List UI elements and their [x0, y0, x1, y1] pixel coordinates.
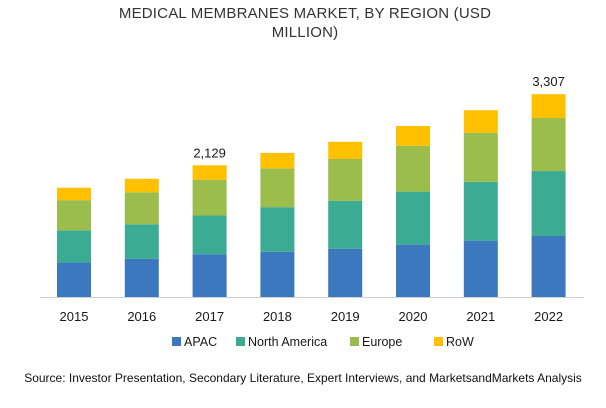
- bar-2015-europe: [57, 200, 91, 231]
- bar-2016-north-america: [124, 224, 159, 259]
- x-tick-label: 2018: [263, 309, 292, 324]
- legend-swatch-europe: [350, 337, 359, 346]
- bar-2021-north-america: [463, 181, 498, 241]
- x-tick-label: 2015: [60, 309, 89, 324]
- bar-2018-row: [260, 152, 295, 169]
- chart-title: MEDICAL MEMBRANES MARKET, BY REGION (USD…: [118, 5, 492, 41]
- bar-2018-apac: [260, 251, 295, 297]
- total-label-2017: 2,129: [193, 145, 226, 160]
- x-tick-label: 2016: [127, 309, 156, 324]
- bar-2016-europe: [124, 192, 159, 225]
- bar-2019-apac: [328, 248, 363, 297]
- bar-2021-row: [463, 110, 498, 133]
- source-note: Source: Investor Presentation, Secondary…: [24, 371, 582, 385]
- bar-2015-apac: [57, 262, 91, 297]
- bar-2015-north-america: [57, 230, 91, 263]
- bar-2021-apac: [463, 240, 498, 297]
- bar-2019-europe: [328, 158, 363, 201]
- legend-swatch-north-america: [236, 337, 245, 346]
- bar-2017-apac: [192, 254, 227, 297]
- bar-2019-north-america: [328, 200, 363, 249]
- legend-label-europe: Europe: [362, 335, 402, 349]
- x-tick-label: 2021: [466, 309, 495, 324]
- bar-2022-apac: [531, 236, 566, 297]
- bar-2016-row: [124, 178, 159, 193]
- legend-label-row: RoW: [446, 335, 474, 349]
- x-tick-label: 2017: [195, 309, 224, 324]
- bar-2022-north-america: [531, 171, 566, 237]
- bar-2018-europe: [260, 168, 295, 208]
- bar-2020-row: [396, 125, 430, 146]
- bar-2017-europe: [192, 179, 227, 216]
- x-tick-label: 2022: [534, 309, 563, 324]
- legend-swatch-apac: [172, 337, 181, 346]
- bar-2017-north-america: [192, 215, 227, 255]
- bar-2016-apac: [124, 258, 159, 297]
- bar-2018-north-america: [260, 207, 295, 252]
- bar-2020-apac: [396, 244, 430, 297]
- bar-2022-row: [531, 94, 566, 119]
- bar-2017-row: [192, 165, 227, 180]
- bar-2021-europe: [463, 132, 498, 182]
- bar-2020-north-america: [396, 191, 430, 245]
- legend-swatch-row: [434, 337, 443, 346]
- bar-2019-row: [328, 141, 363, 159]
- x-tick-label: 2020: [399, 309, 428, 324]
- legend-label-north-america: North America: [248, 335, 327, 349]
- x-tick-label: 2019: [331, 309, 360, 324]
- total-label-2022: 3,307: [532, 74, 565, 89]
- bar-2015-row: [57, 187, 91, 201]
- bar-2020-europe: [396, 145, 430, 192]
- bar-2022-europe: [531, 118, 566, 172]
- legend-label-apac: APAC: [184, 335, 217, 349]
